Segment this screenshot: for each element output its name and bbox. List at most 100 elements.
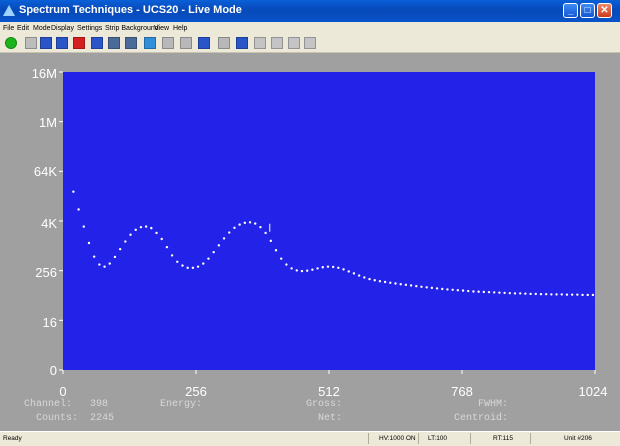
data-point <box>150 226 153 230</box>
data-point <box>581 293 584 297</box>
y-axis-ticks <box>59 71 63 371</box>
data-point <box>254 222 257 225</box>
disabled-tool-4-icon[interactable] <box>304 37 316 49</box>
data-point <box>477 290 480 293</box>
y-tick-label-4K: 4K <box>41 216 57 231</box>
data-point <box>560 293 563 296</box>
close-button[interactable]: ✕ <box>597 3 612 18</box>
data-point <box>155 231 158 235</box>
save-file-icon[interactable] <box>56 37 68 49</box>
data-point <box>404 283 408 287</box>
stop-acquisition-icon[interactable] <box>25 37 37 49</box>
data-point <box>311 268 314 271</box>
menu-display[interactable]: Display <box>51 25 74 32</box>
data-point <box>274 249 278 252</box>
data-point <box>165 245 169 249</box>
disabled-tool-3-icon[interactable] <box>288 37 300 49</box>
data-point <box>389 281 392 285</box>
record-icon[interactable] <box>73 37 85 49</box>
zoom-in-icon[interactable] <box>162 37 174 49</box>
data-point <box>300 269 304 273</box>
data-point <box>518 292 522 295</box>
source-icon[interactable] <box>144 37 156 49</box>
open-file-icon[interactable] <box>40 37 52 49</box>
data-point <box>576 293 579 296</box>
data-point <box>446 288 449 291</box>
data-point <box>565 293 569 296</box>
status-high-voltage: HV:1000 ON <box>379 435 416 442</box>
data-point <box>503 291 506 295</box>
data-point <box>420 285 423 289</box>
data-point <box>77 208 80 211</box>
window-title: Spectrum Techniques - UCS20 - Live Mode <box>19 4 242 16</box>
data-point <box>415 284 418 288</box>
menu-file[interactable]: File <box>3 25 15 32</box>
data-points <box>72 190 595 297</box>
y-tick-label-16: 16 <box>43 315 57 330</box>
disabled-tool-1-icon[interactable] <box>254 37 266 49</box>
data-point <box>108 262 111 265</box>
data-point <box>570 293 574 296</box>
print-icon[interactable] <box>108 37 120 49</box>
data-point <box>196 265 200 268</box>
menu-help[interactable]: Help <box>173 25 188 32</box>
print-preview-icon[interactable] <box>125 37 137 49</box>
data-point <box>321 266 324 269</box>
start-acquisition-icon[interactable] <box>5 37 17 49</box>
net-label: Net: <box>318 413 343 424</box>
data-point <box>72 190 75 193</box>
data-point <box>124 240 127 243</box>
roi-icon[interactable] <box>236 37 248 49</box>
data-point <box>591 293 595 297</box>
status-ready: Ready <box>3 435 22 442</box>
data-point <box>228 231 231 234</box>
data-point <box>487 290 491 294</box>
data-point <box>134 228 137 232</box>
data-point <box>98 263 101 266</box>
data-point <box>456 289 460 292</box>
data-point <box>472 290 475 293</box>
data-point <box>160 237 163 241</box>
x-tick-label-256: 256 <box>185 384 207 399</box>
data-point <box>493 291 496 294</box>
minimize-button[interactable]: _ <box>563 3 578 18</box>
counts-value: 2245 <box>90 413 115 424</box>
zoom-out-icon[interactable] <box>180 37 192 49</box>
data-point <box>524 292 527 295</box>
data-point <box>186 266 189 270</box>
menu-bar: File Edit Mode Display Settings Strip Ba… <box>0 22 620 35</box>
menu-view[interactable]: View <box>154 25 170 32</box>
y-tick-label-1M: 1M <box>39 115 57 130</box>
data-point <box>113 255 117 259</box>
menu-strip-background[interactable]: Strip Background <box>105 25 159 32</box>
status-real-time: RT:115 <box>493 435 513 442</box>
data-point <box>357 274 361 277</box>
menu-mode[interactable]: Mode <box>33 25 51 32</box>
app-logo-icon <box>3 5 15 16</box>
data-point <box>243 221 247 225</box>
centroid-label: Centroid: <box>454 413 509 424</box>
status-live-time: LT:100 <box>428 435 448 442</box>
disabled-tool-2-icon[interactable] <box>271 37 283 49</box>
menu-edit[interactable]: Edit <box>17 25 30 32</box>
data-point <box>170 254 174 257</box>
linear-scale-icon[interactable] <box>218 37 230 49</box>
data-point <box>347 270 350 273</box>
x-tick-label-1024: 1024 <box>579 384 608 399</box>
y-tick-label-0: 0 <box>50 363 57 378</box>
data-point <box>482 290 486 294</box>
data-point <box>191 266 195 270</box>
clear-spectrum-icon[interactable] <box>91 37 103 49</box>
data-point <box>430 286 434 290</box>
maximize-button[interactable]: □ <box>580 3 595 18</box>
log-scale-icon[interactable] <box>198 37 210 49</box>
menu-settings[interactable]: Settings <box>77 25 103 32</box>
channel-value: 398 <box>90 399 109 410</box>
plot-background[interactable] <box>63 72 595 370</box>
data-point <box>425 286 428 289</box>
gross-label: Gross: <box>306 399 343 410</box>
data-point <box>550 293 553 296</box>
data-point <box>342 268 345 271</box>
data-point <box>295 269 298 272</box>
x-tick-label-768: 768 <box>451 384 473 399</box>
